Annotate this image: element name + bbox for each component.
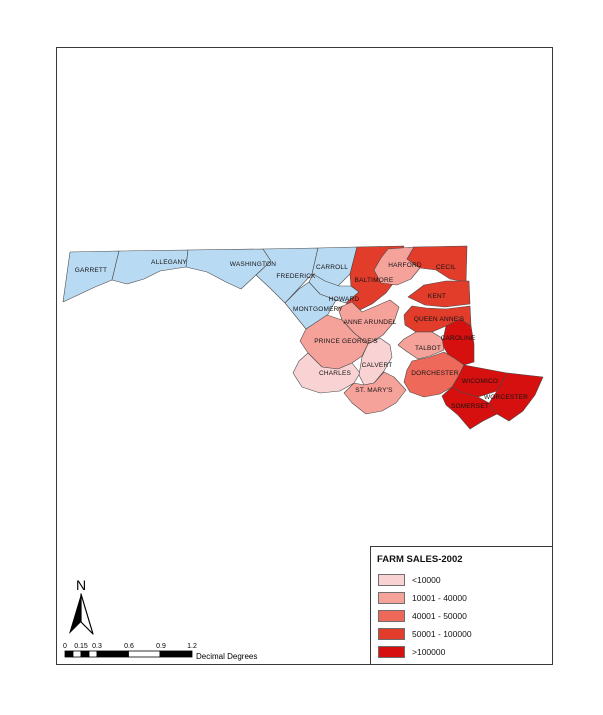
county-label-wicomico: WICOMICO	[462, 378, 498, 385]
county-label-frederick: FREDERICK	[276, 273, 316, 280]
scale-tick-015: 0.15	[74, 643, 88, 650]
county-kent	[407, 280, 471, 308]
legend-swatch-class2	[378, 592, 405, 604]
county-label-cecil: CECIL	[436, 264, 456, 271]
county-label-baltimore: BALTIMORE	[355, 277, 394, 284]
county-worcester	[488, 372, 544, 422]
scale-bar: 0 0.15 0.3 0.6 0.9 1.2 Decimal Degrees	[63, 643, 257, 661]
north-arrow-left-half	[69, 594, 81, 634]
legend-label-class5: >100000	[412, 647, 446, 657]
county-label-washington: WASHINGTON	[230, 261, 277, 268]
county-label-anne-arundel: ANNE ARUNDEL	[344, 319, 397, 326]
scale-tick-03: 0.3	[92, 643, 102, 650]
county-shapes	[62, 245, 544, 430]
county-label-allegany: ALLEGANY	[151, 259, 187, 266]
north-arrow: N	[69, 577, 94, 635]
legend-title: FARM SALES-2002	[377, 554, 463, 565]
legend-swatch-class4	[378, 628, 405, 640]
county-label-harford: HARFORD	[388, 262, 422, 269]
legend-label-class4: 50001 - 100000	[412, 629, 472, 639]
county-label-queen-annes: QUEEN ANNE'S	[414, 316, 465, 323]
scale-tick-06: 0.6	[124, 643, 134, 650]
county-washington	[185, 248, 272, 290]
scale-tick-09: 0.9	[156, 643, 166, 650]
county-label-garrett: GARRETT	[75, 267, 107, 274]
county-label-st-marys: ST. MARY'S	[355, 387, 393, 394]
legend-label-class1: <10000	[412, 575, 441, 585]
county-label-montgomery: MONTGOMERY	[293, 306, 343, 313]
county-label-caroline: CAROLINE	[441, 335, 476, 342]
county-label-prince-georges: PRINCE GEORGE'S	[314, 338, 378, 345]
county-talbot	[397, 331, 445, 360]
scale-tick-12: 1.2	[187, 643, 197, 650]
legend: FARM SALES-2002 <10000 10001 - 40000 400…	[370, 546, 553, 665]
county-label-dorchester: DORCHESTER	[411, 370, 459, 377]
county-label-talbot: TALBOT	[415, 345, 441, 352]
county-label-calvert: CALVERT	[362, 362, 393, 369]
county-st-marys	[343, 371, 407, 415]
county-label-worcester: WORCESTER	[484, 394, 528, 401]
legend-swatch-class5	[378, 646, 405, 658]
county-allegany	[111, 249, 189, 285]
scale-units-label: Decimal Degrees	[196, 652, 257, 661]
county-label-somerset: SOMERSET	[451, 403, 489, 410]
county-charles	[292, 352, 361, 394]
county-label-carroll: CARROLL	[316, 264, 348, 271]
county-label-kent: KENT	[428, 293, 446, 300]
county-somerset	[441, 386, 498, 430]
county-prince-georges	[299, 314, 369, 370]
county-caroline	[441, 318, 475, 366]
county-label-howard: HOWARD	[329, 296, 360, 303]
north-arrow-label: N	[76, 577, 86, 593]
legend-swatch-class3	[378, 610, 405, 622]
legend-label-class3: 40001 - 50000	[412, 611, 467, 621]
county-label-charles: CHARLES	[319, 370, 352, 377]
legend-label-class2: 10001 - 40000	[412, 593, 467, 603]
scale-bar-segments	[64, 650, 193, 658]
county-calvert	[358, 337, 393, 386]
county-garrett	[62, 250, 120, 303]
north-arrow-right-half	[80, 593, 94, 635]
county-labels: GARRETT ALLEGANY WASHINGTON FREDERICK CA…	[75, 259, 528, 410]
legend-swatch-class1	[378, 574, 405, 586]
scale-tick-0: 0	[63, 643, 67, 650]
county-cecil	[406, 245, 468, 283]
